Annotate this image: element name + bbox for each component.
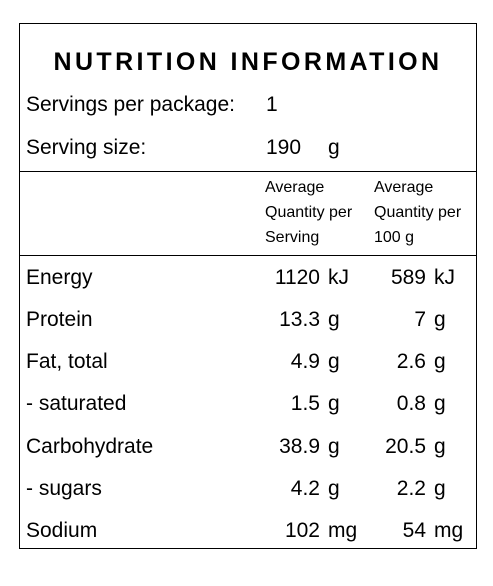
per-serving-unit: mg <box>328 519 358 542</box>
per-100g-unit: g <box>434 435 446 458</box>
nutrient-label: Sodium <box>26 519 98 542</box>
per-100g-unit: g <box>434 477 446 500</box>
column-header-per-serving-line: Average <box>265 179 325 196</box>
serving-size-label: Serving size: <box>26 136 147 159</box>
nutrition-panel: NUTRITION INFORMATION Servings per packa… <box>19 23 477 549</box>
column-header-per-100g-line: 100 g <box>374 229 415 246</box>
per-serving-value: 4.2 <box>290 477 320 500</box>
column-header-per-100g-line: Average <box>374 179 434 196</box>
column-header-per-serving-line: Serving <box>265 229 320 246</box>
nutrient-label: - sugars <box>26 477 102 500</box>
per-100g-value: 2.2 <box>396 477 426 500</box>
per-serving-unit: g <box>328 350 340 373</box>
per-serving-value: 4.9 <box>290 350 320 373</box>
servings-per-package-value: 1 <box>266 93 278 116</box>
per-100g-unit: g <box>434 308 446 331</box>
per-serving-unit: g <box>328 435 340 458</box>
per-100g-value: 54 <box>402 519 426 542</box>
per-100g-value: 2.6 <box>396 350 426 373</box>
nutrient-label: Fat, total <box>26 350 108 373</box>
per-100g-value: 0.8 <box>396 392 426 415</box>
per-100g-value: 20.5 <box>385 435 426 458</box>
table-divider <box>20 255 476 256</box>
column-header-per-serving: Average Quantity per Serving <box>265 175 352 250</box>
per-100g-unit: g <box>434 350 446 373</box>
per-serving-value: 1120 <box>274 266 320 289</box>
column-header-per-100g: Average Quantity per 100 g <box>374 175 461 250</box>
per-serving-value: 13.3 <box>279 308 320 331</box>
header-divider <box>20 171 476 172</box>
per-100g-unit: kJ <box>434 266 455 289</box>
column-header-per-serving-line: Quantity per <box>265 204 353 221</box>
per-serving-unit: g <box>328 477 340 500</box>
panel-title: NUTRITION INFORMATION <box>53 48 443 76</box>
per-serving-unit: g <box>328 308 340 331</box>
nutrient-label: Carbohydrate <box>26 435 154 458</box>
per-serving-unit: kJ <box>328 266 349 289</box>
serving-size-unit: g <box>328 136 340 159</box>
per-serving-value: 1.5 <box>290 392 320 415</box>
serving-size-value: 190 <box>266 136 302 159</box>
nutrient-label: - saturated <box>26 392 127 415</box>
servings-per-package-label: Servings per package: <box>26 93 235 116</box>
per-100g-value: 589 <box>390 266 426 289</box>
per-serving-value: 38.9 <box>279 435 320 458</box>
per-serving-unit: g <box>328 392 340 415</box>
per-100g-value: 7 <box>414 308 426 331</box>
per-100g-unit: g <box>434 392 446 415</box>
column-header-per-100g-line: Quantity per <box>374 204 462 221</box>
per-serving-value: 102 <box>284 519 320 542</box>
nutrient-label: Protein <box>26 308 93 331</box>
per-100g-unit: mg <box>434 519 464 542</box>
nutrient-label: Energy <box>26 266 93 289</box>
